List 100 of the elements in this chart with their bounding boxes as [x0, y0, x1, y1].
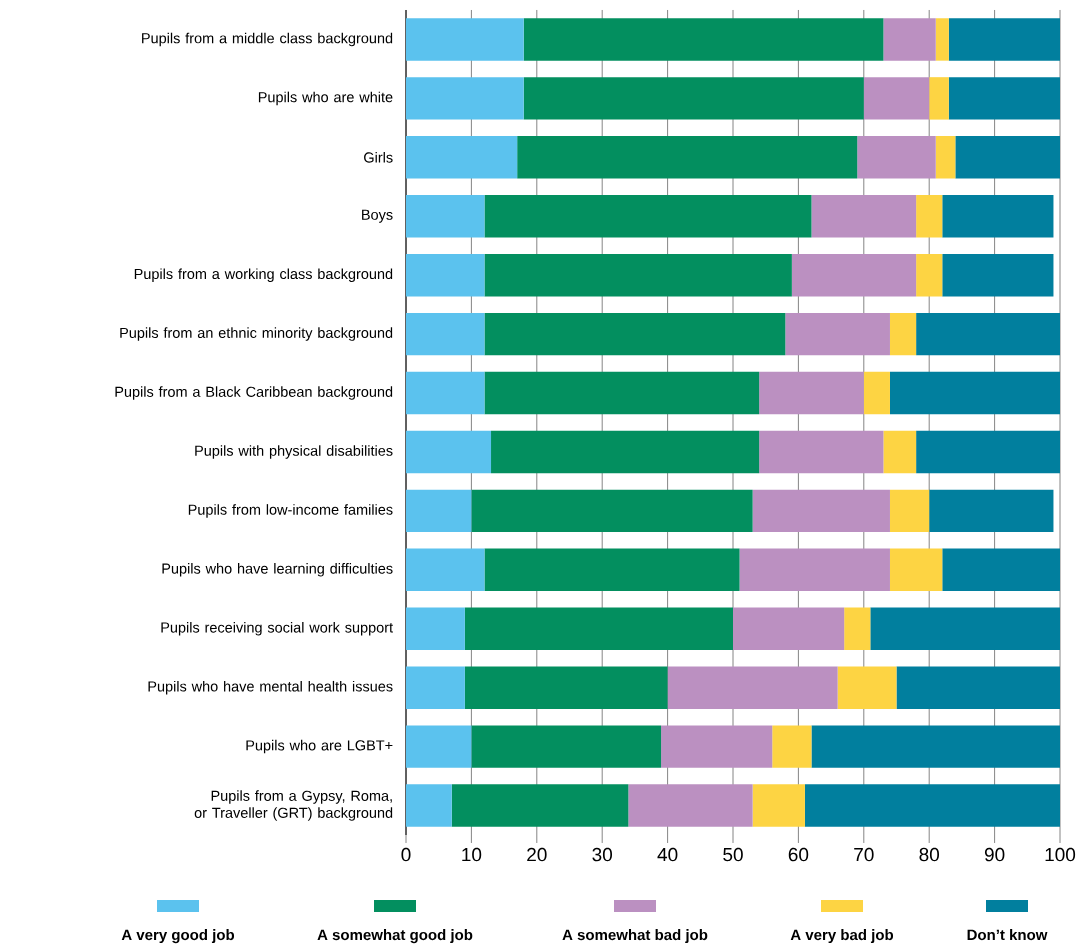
bar [484, 548, 740, 592]
x-tick-label: 100 [1045, 847, 1076, 862]
bar [889, 489, 930, 533]
bar [916, 195, 943, 238]
legend-label: A somewhat bad job [562, 929, 708, 944]
y-tick-label: Pupils from a working class background [134, 268, 393, 282]
bar [870, 607, 1060, 650]
bar [406, 18, 524, 61]
bar [929, 489, 1054, 533]
bar [661, 725, 773, 768]
bar [935, 18, 949, 61]
bar [406, 253, 485, 297]
x-tick-label: 0 [401, 847, 411, 862]
y-tick-label: Pupils with physical disabilities [195, 445, 393, 459]
bar [406, 784, 452, 827]
bar [929, 77, 949, 120]
bar [517, 136, 858, 179]
bar [484, 312, 786, 356]
bar [889, 548, 943, 592]
x-tick-label: 30 [592, 847, 613, 862]
bar [464, 666, 668, 709]
bar [844, 607, 871, 650]
x-tick-label: 60 [788, 847, 809, 862]
bar [942, 195, 1054, 238]
y-tick-label: Pupils who are LGBT+ [246, 739, 393, 754]
bar [942, 548, 1060, 592]
bar [628, 784, 753, 827]
bar [863, 371, 890, 415]
bar [471, 489, 753, 533]
bar [916, 312, 1060, 356]
bar [811, 195, 917, 238]
bar [896, 666, 1060, 709]
bar [889, 312, 917, 356]
bar [523, 18, 884, 61]
x-tick-label: 50 [723, 847, 743, 862]
bar [791, 253, 917, 297]
bar [406, 430, 492, 474]
x-tick-label: 80 [919, 847, 940, 862]
bar [804, 784, 1060, 827]
x-tick-label: 70 [854, 847, 874, 862]
x-tick-label: 90 [984, 847, 1005, 862]
bar [406, 195, 485, 238]
bar [837, 666, 897, 709]
bar [484, 195, 812, 238]
bar [955, 136, 1060, 179]
bar [471, 725, 662, 768]
bar [759, 430, 884, 474]
y-tick-label: Pupils from a Gypsy, Roma, or Traveller (GRT) background [194, 790, 393, 821]
bar [406, 725, 472, 768]
bar [667, 666, 838, 709]
y-tick-label: Boys [362, 209, 393, 223]
legend-label: A very good job [121, 929, 235, 944]
x-tick-label: 20 [527, 847, 547, 862]
legend-label: Don’t know [967, 929, 1048, 941]
bar [857, 136, 936, 179]
bar [406, 371, 485, 415]
bar [772, 725, 812, 768]
x-tick-label: 40 [657, 847, 678, 862]
legend-label: A somewhat good job [317, 929, 473, 944]
y-tick-label: Pupils from a middle class background [142, 32, 393, 47]
y-tick-label: Pupils receiving social work support [161, 621, 393, 636]
bar [935, 136, 956, 179]
y-tick-label: Girls [364, 151, 393, 163]
bar [491, 430, 760, 474]
legend-label: A very bad job [790, 929, 894, 944]
bar [484, 253, 792, 297]
bar [811, 725, 1060, 768]
bar [406, 489, 472, 533]
bar [733, 607, 845, 650]
bar [406, 312, 485, 356]
bar [948, 77, 1060, 120]
bar [759, 371, 864, 415]
bar [406, 607, 465, 650]
bar [785, 312, 890, 356]
bar [752, 489, 890, 533]
bar [883, 18, 936, 61]
bar [406, 666, 465, 709]
bar [406, 548, 485, 592]
bar [406, 136, 518, 179]
bar [464, 607, 733, 650]
bar [406, 77, 524, 120]
bar [889, 371, 1060, 415]
bar [916, 430, 1060, 474]
x-tick-label: 10 [462, 847, 482, 862]
bar [484, 371, 760, 415]
bar [942, 253, 1054, 297]
bar [948, 18, 1060, 61]
y-tick-label: Pupils from a Black Caribbean background [115, 386, 393, 400]
bar [523, 77, 864, 120]
y-tick-label: Pupils who have learning difficulties [162, 563, 393, 577]
y-tick-label: Pupils from low-income families [188, 504, 393, 518]
bar [739, 548, 890, 592]
y-tick-label: Pupils who have mental health issues [148, 680, 393, 695]
bar [451, 784, 629, 827]
bar [752, 784, 805, 827]
bar [883, 430, 917, 474]
bar [916, 253, 943, 297]
y-tick-label: Pupils from an ethnic minority background [120, 327, 393, 341]
y-tick-label: Pupils who are white [258, 91, 393, 106]
bar [863, 77, 930, 120]
